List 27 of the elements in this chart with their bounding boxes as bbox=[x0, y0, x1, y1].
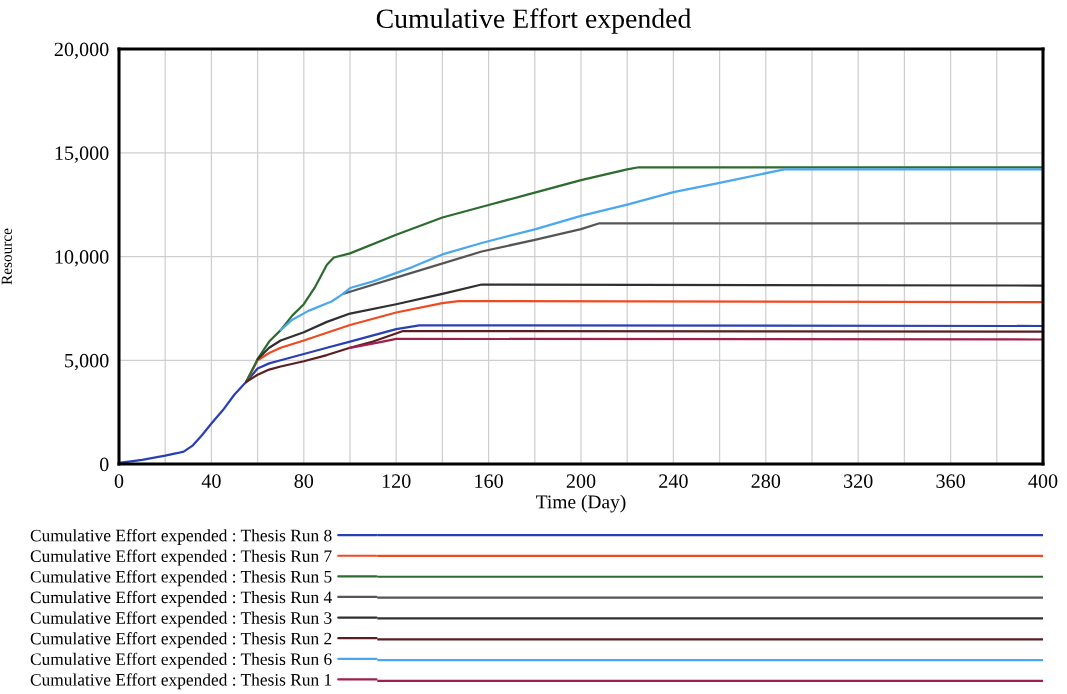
x-tick-label: 280 bbox=[751, 474, 781, 488]
x-tick-label: 120 bbox=[382, 474, 411, 488]
y-tick-label: 10,000 bbox=[55, 250, 109, 267]
y-tick-label: 20,000 bbox=[54, 42, 109, 60]
legend-label: Cumulative Effort expended : Thesis Run 8 bbox=[30, 529, 332, 545]
chart-title: Cumulative Effort expended bbox=[376, 8, 692, 34]
legend-label: Cumulative Effort expended : Thesis Run 2 bbox=[30, 632, 332, 648]
x-tick-label: 320 bbox=[844, 474, 873, 488]
x-tick-label: 0 bbox=[114, 474, 124, 488]
x-tick-label: 360 bbox=[936, 474, 965, 488]
legend-label: Cumulative Effort expended : Thesis Run 3 bbox=[30, 611, 332, 628]
x-tick-label: 240 bbox=[659, 474, 688, 488]
legend-label: Cumulative Effort expended : Thesis Run 4 bbox=[30, 590, 332, 607]
x-axis-title: Time (Day) bbox=[536, 494, 626, 513]
y-axis-title: Resource bbox=[1, 228, 12, 285]
legend-label: Cumulative Effort expended : Thesis Run 1 bbox=[30, 673, 332, 690]
y-tick-label: 0 bbox=[99, 457, 109, 472]
legend-label: Cumulative Effort expended : Thesis Run 5 bbox=[30, 570, 332, 587]
legend-label: Cumulative Effort expended : Thesis Run 7 bbox=[30, 549, 332, 566]
x-tick-label: 400 bbox=[1028, 474, 1058, 488]
legend-label: Cumulative Effort expended : Thesis Run 6 bbox=[30, 652, 332, 669]
x-tick-label: 80 bbox=[294, 474, 314, 488]
x-tick-label: 200 bbox=[566, 474, 596, 488]
y-tick-label: 15,000 bbox=[55, 146, 109, 163]
y-tick-label: 5,000 bbox=[65, 353, 109, 371]
x-tick-label: 40 bbox=[201, 474, 221, 488]
x-tick-label: 160 bbox=[475, 474, 503, 488]
